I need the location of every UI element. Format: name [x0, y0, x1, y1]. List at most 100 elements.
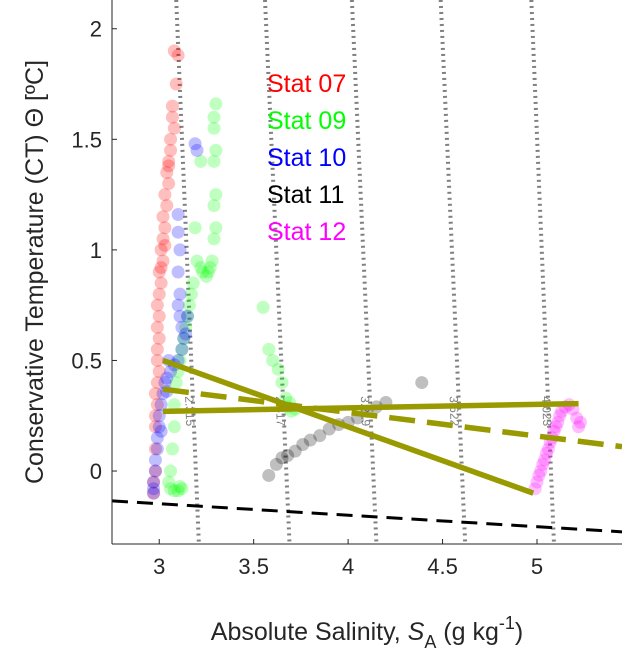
point-stat-12-15: [555, 404, 569, 418]
point-stat-10-13: [164, 365, 178, 379]
x-tick-label: 3.5: [238, 554, 269, 579]
point-stat-09-33: [167, 484, 181, 498]
x-tick-label: 4: [342, 554, 354, 579]
point-stat-07-12: [156, 210, 170, 224]
point-stat-11-1: [262, 468, 276, 482]
legend-label-stat-10: Stat 10: [267, 144, 346, 172]
point-stat-09-2: [207, 110, 221, 124]
point-stat-07-22: [150, 320, 164, 334]
point-stat-09-4: [209, 143, 223, 157]
x-tick-label: 5: [531, 554, 543, 579]
point-stat-07-8: [160, 165, 174, 179]
point-stat-07-1: [167, 44, 181, 58]
point-stat-07-37: [162, 159, 176, 173]
density-contour-2: [263, 0, 292, 545]
point-stat-11-3: [275, 451, 289, 465]
point-stat-10-20: [150, 431, 164, 445]
point-stat-09-10: [205, 254, 219, 268]
point-stat-07-5: [167, 121, 181, 135]
point-stat-07-26: [152, 365, 166, 379]
point-stat-10-8: [175, 320, 189, 334]
point-stat-09-37: [256, 300, 270, 314]
point-stat-10-25: [147, 482, 161, 496]
point-stat-07-18: [154, 276, 168, 290]
y-tick-label: 2: [90, 17, 102, 42]
point-stat-09-21: [179, 320, 193, 334]
legend-label-stat-11: Stat 11: [267, 181, 344, 209]
y-tick-label: 1: [90, 238, 102, 263]
point-stat-09-32: [164, 482, 178, 496]
point-stat-09-31: [162, 475, 176, 489]
point-stat-10-22: [148, 453, 162, 467]
point-stat-09-38: [262, 342, 276, 356]
y-tick-label: 0: [90, 459, 102, 484]
point-stat-07-13: [158, 221, 172, 235]
point-stat-11-5: [288, 444, 302, 458]
point-stat-12-5: [536, 457, 550, 471]
point-stat-07-31: [148, 420, 162, 434]
x-tick-label: 3: [153, 554, 165, 579]
point-stat-10-7: [173, 309, 187, 323]
point-stat-07-7: [162, 154, 176, 168]
point-stat-09-30: [164, 464, 178, 478]
point-stat-09-28: [167, 420, 181, 434]
point-stat-12-4: [534, 464, 548, 478]
point-stat-10-23: [148, 464, 162, 478]
point-stat-09-36: [175, 482, 189, 496]
point-stat-07-6: [164, 143, 178, 157]
point-stat-11-4: [281, 449, 295, 463]
point-stat-07-10: [158, 188, 172, 202]
point-stat-12-20: [572, 420, 586, 434]
point-stat-07-28: [148, 387, 162, 401]
x-tick-label: 4.5: [427, 554, 458, 579]
point-stat-12-19: [570, 411, 584, 425]
point-stat-12-3: [532, 468, 546, 482]
point-stat-10-19: [152, 420, 166, 434]
y-tick-label: 0.5: [71, 348, 102, 373]
point-stat-10-10: [175, 342, 189, 356]
point-stat-09-23: [175, 342, 189, 356]
point-stat-09-5: [207, 154, 221, 168]
point-stat-07-19: [152, 287, 166, 301]
point-stat-09-17: [186, 276, 200, 290]
point-stat-09-26: [169, 376, 183, 390]
point-stat-12-21: [573, 415, 587, 429]
point-stat-11-9: [322, 422, 336, 436]
series-stat-07: [147, 44, 185, 500]
point-stat-09-34: [171, 484, 185, 498]
density-contour-4: [438, 0, 468, 545]
point-stat-10-29: [181, 309, 195, 323]
point-stat-09-48: [188, 221, 202, 235]
point-stat-09-14: [196, 265, 210, 279]
point-stat-12-11: [547, 424, 561, 438]
point-stat-09-1: [209, 97, 223, 111]
point-stat-10-21: [150, 442, 164, 456]
point-stat-10-27: [188, 137, 202, 151]
y-tick-label: 1.5: [71, 127, 102, 152]
point-stat-10-4: [171, 265, 185, 279]
reference-lines: [111, 357, 622, 534]
point-stat-07-35: [147, 486, 161, 500]
point-stat-09-8: [209, 221, 223, 235]
point-stat-10-6: [171, 298, 185, 312]
point-stat-07-38: [165, 99, 179, 113]
point-stat-12-14: [553, 409, 567, 423]
point-stat-10-3: [173, 243, 187, 257]
mixing-line-1: [162, 400, 579, 415]
point-stat-07-32: [148, 442, 162, 456]
point-stat-07-30: [148, 409, 162, 423]
density-contour-label-3: 3.219: [358, 396, 373, 427]
point-stat-11-7: [303, 433, 317, 447]
point-stat-09-18: [184, 287, 198, 301]
point-stat-09-47: [194, 154, 208, 168]
point-stat-07-11: [160, 199, 174, 213]
density-contours: [174, 0, 556, 545]
legend: Stat 07 Stat 09 Stat 10 Stat 11 Stat 12: [267, 70, 346, 246]
x-axis-title-unit: (g kg: [436, 618, 499, 646]
point-stat-07-36: [164, 132, 178, 146]
point-stat-09-20: [181, 309, 195, 323]
point-stat-10-2: [171, 225, 185, 239]
point-stat-07-14: [156, 232, 170, 246]
point-stat-09-29: [165, 442, 179, 456]
point-stat-07-24: [150, 342, 164, 356]
